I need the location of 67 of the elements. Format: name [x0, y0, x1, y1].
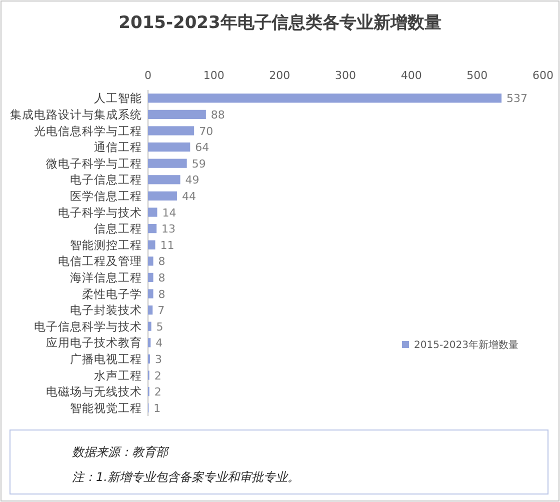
y-tick-label: 通信工程: [94, 140, 142, 154]
bar: [148, 272, 154, 282]
x-tick-label: 500: [466, 69, 488, 82]
bar: [148, 322, 152, 331]
bar: [148, 142, 190, 152]
data-label: 11: [160, 238, 174, 252]
y-tick-label: 电子科学与技术: [58, 205, 142, 220]
y-tick-label: 水声工程: [94, 368, 142, 382]
bar: [148, 289, 154, 298]
bar: [148, 126, 194, 136]
data-label: 7: [158, 304, 165, 318]
data-label: 59: [192, 157, 206, 170]
bar: [148, 256, 154, 266]
data-label: 8: [158, 271, 166, 284]
y-tick-label: 海洋信息工程: [70, 270, 142, 284]
chart-title: 2015-2023年电子信息类各专业新增数量: [118, 13, 442, 33]
bar: [148, 338, 151, 348]
y-tick-label: 智能测控工程: [70, 238, 142, 252]
bar: [148, 94, 502, 103]
y-tick-label: 柔性电子学: [82, 286, 142, 301]
data-label: 2: [154, 369, 162, 382]
x-tick-label: 300: [335, 69, 356, 82]
bar: [148, 208, 158, 217]
y-tick-label: 智能视觉工程: [70, 400, 142, 415]
x-tick-label: 600: [532, 69, 554, 82]
y-tick-label: 电子信息科学与技术: [34, 319, 142, 334]
data-label: 44: [182, 190, 196, 203]
data-label: 8: [158, 288, 166, 301]
data-label: 5: [156, 320, 164, 334]
y-tick-label: 人工智能: [94, 91, 142, 106]
data-label: 4: [156, 336, 163, 350]
data-label: 537: [506, 92, 528, 106]
y-tick-label: 应用电子技术教育: [46, 336, 142, 350]
data-label: 49: [185, 174, 200, 187]
data-label: 13: [162, 222, 176, 236]
x-tick-label: 200: [269, 69, 290, 82]
bar: [148, 224, 157, 234]
y-tick-label: 医学信息工程: [70, 188, 142, 203]
y-tick-label: 信息工程: [94, 222, 142, 236]
x-tick-label: 100: [203, 69, 224, 82]
data-label: 3: [154, 352, 162, 366]
bar: [148, 158, 187, 168]
data-label: 1: [154, 402, 161, 415]
bar: [148, 305, 153, 315]
y-tick-label: 集成电路设计与集成系统: [10, 107, 142, 122]
bar: [148, 175, 180, 184]
data-label: 2: [154, 386, 162, 399]
y-tick-label: 电子封装技术: [70, 303, 142, 318]
data-label: 64: [195, 141, 210, 154]
y-tick-label: 电信工程及管理: [58, 254, 142, 268]
y-tick-label: 微电子科学与工程: [46, 156, 142, 170]
y-tick-label: 电子信息工程: [70, 172, 142, 187]
y-tick-label: 电磁场与无线技术: [46, 384, 142, 399]
y-tick-label: 广播电视工程: [70, 352, 142, 366]
data-label: 70: [199, 124, 214, 138]
x-tick-label: 400: [400, 69, 422, 82]
text: 注：1.新增专业包含备案专业和审批专业。: [72, 470, 300, 484]
x-tick-label: 0: [144, 69, 152, 82]
bar: [148, 240, 156, 250]
bar: [148, 110, 206, 120]
y-tick-label: 光电信息科学与工程: [34, 124, 142, 138]
data-label: 8: [158, 255, 166, 268]
data-label: 14: [162, 206, 176, 220]
legend-label: 2015-2023年新增数量: [414, 339, 519, 351]
bar: [148, 191, 177, 201]
source-note: 数据来源：教育部: [72, 445, 170, 459]
data-label: 88: [210, 108, 225, 122]
